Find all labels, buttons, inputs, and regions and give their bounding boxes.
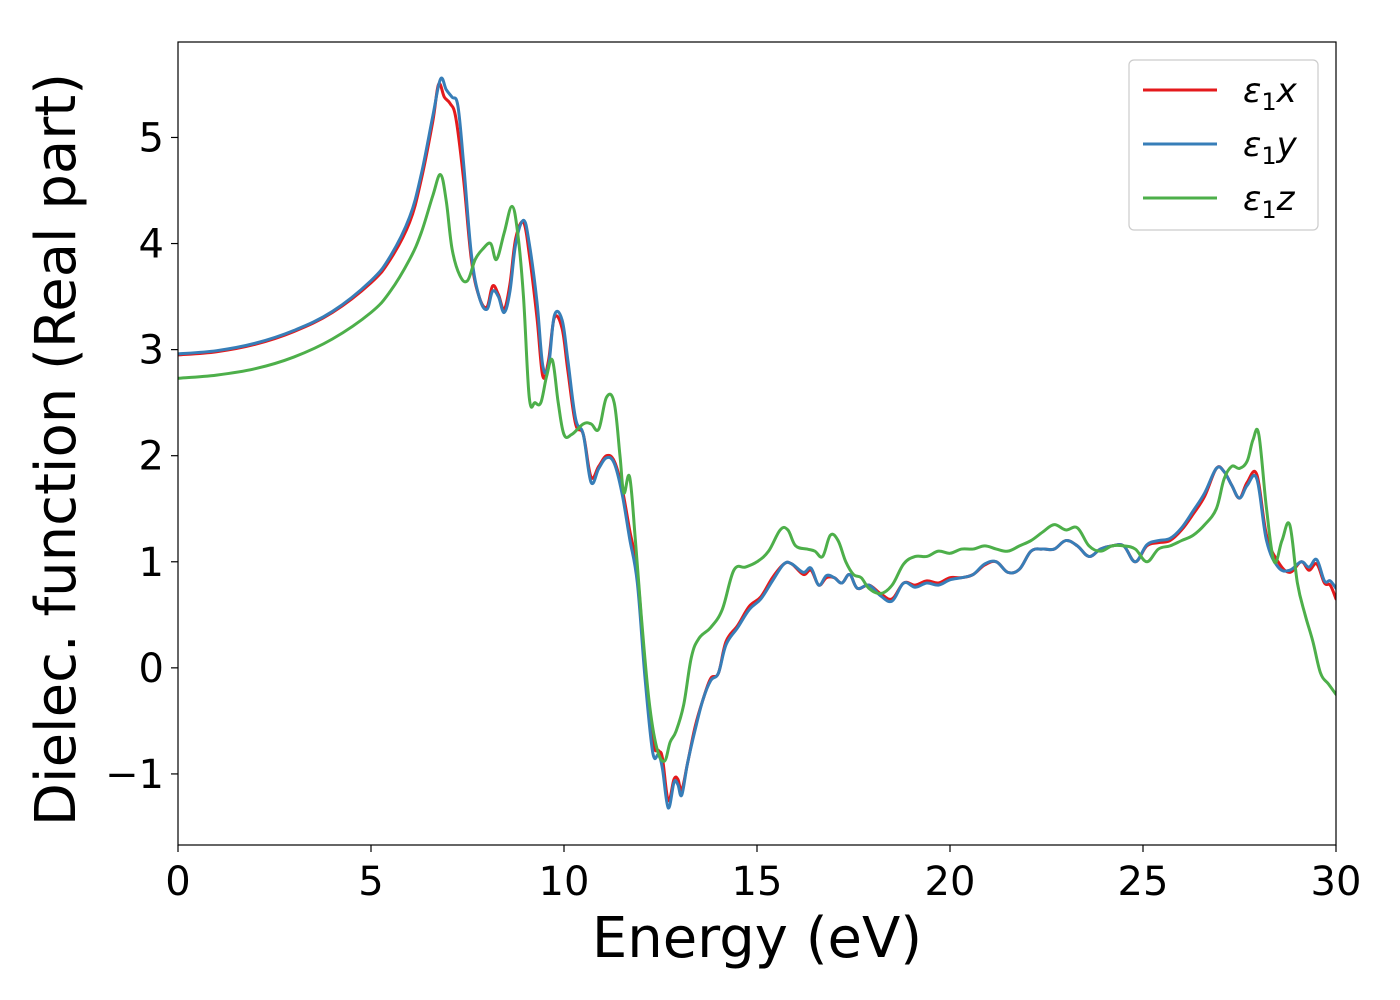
series-line-y — [178, 76, 1336, 810]
legend-box — [1128, 59, 1319, 231]
y-tick-label: 3 — [139, 328, 164, 374]
y-tick-label: −1 — [105, 752, 164, 798]
y-tick-label: 2 — [139, 434, 164, 480]
legend: ε1x ε1y ε1z — [1128, 59, 1319, 231]
x-tick-label: 10 — [539, 859, 590, 905]
y-axis-label: Dielec. function (Real part) — [24, 73, 89, 826]
axis-ticks: 0 5 10 15 20 25 30 −1 0 1 2 3 4 5 — [105, 115, 1361, 905]
x-tick-label: 20 — [925, 859, 976, 905]
x-tick-label: 0 — [165, 859, 190, 905]
y-tick-label: 1 — [139, 540, 164, 586]
y-tick-label: 0 — [139, 646, 164, 692]
series-line-z — [178, 173, 1336, 763]
x-tick-label: 15 — [732, 859, 783, 905]
legend-label-z: ε1z — [1243, 179, 1296, 224]
series-lines — [178, 76, 1336, 810]
plot-area — [178, 76, 1336, 810]
legend-label-x: ε1x — [1243, 71, 1298, 116]
series-line-x — [178, 82, 1336, 803]
y-tick-label: 5 — [139, 115, 164, 161]
y-tick-label: 4 — [139, 222, 164, 268]
x-tick-label: 5 — [358, 859, 383, 905]
x-tick-label: 30 — [1311, 859, 1362, 905]
x-axis-label: Energy (eV) — [592, 906, 922, 971]
legend-label-y: ε1y — [1243, 125, 1298, 170]
x-tick-label: 25 — [1118, 859, 1169, 905]
